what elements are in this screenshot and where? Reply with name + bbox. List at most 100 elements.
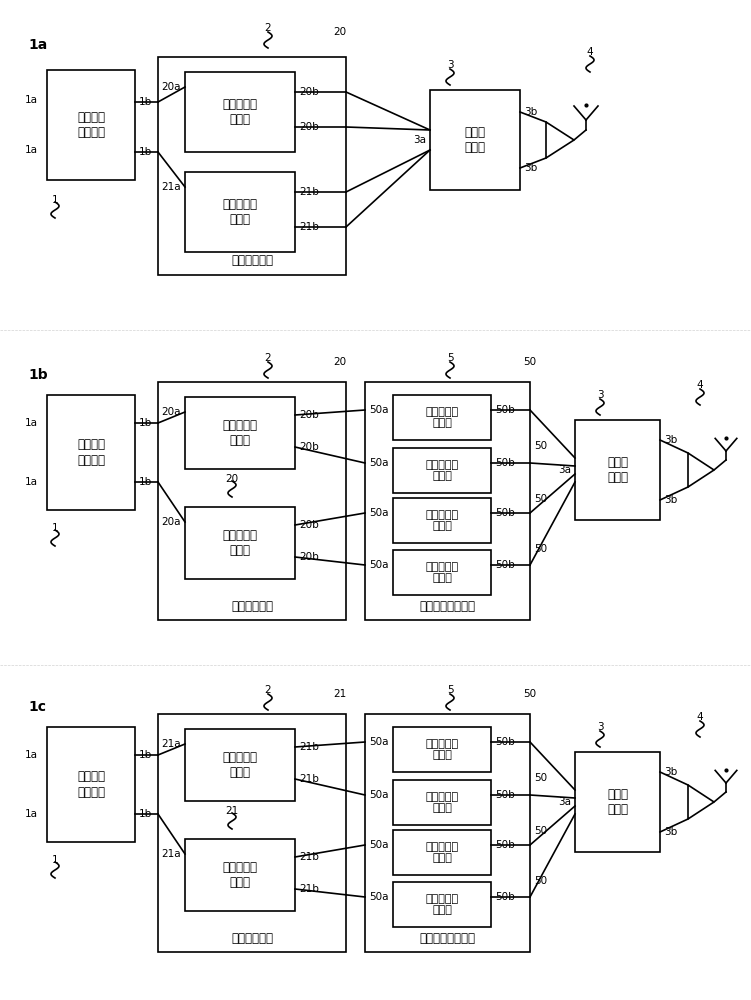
FancyBboxPatch shape: [393, 830, 491, 875]
Text: 通道性能补
偿单元: 通道性能补 偿单元: [425, 792, 459, 813]
FancyBboxPatch shape: [185, 72, 295, 152]
Text: 4: 4: [697, 380, 704, 390]
Text: 1c: 1c: [28, 700, 46, 714]
Text: 3a: 3a: [558, 465, 571, 475]
Text: 20b: 20b: [299, 87, 318, 97]
Text: 1: 1: [52, 855, 59, 865]
Text: 50a: 50a: [369, 737, 389, 747]
FancyBboxPatch shape: [185, 172, 295, 252]
FancyBboxPatch shape: [158, 714, 346, 952]
Text: 50b: 50b: [495, 458, 514, 468]
Text: 50b: 50b: [495, 840, 514, 850]
Text: 3b: 3b: [664, 827, 677, 837]
Text: 通道性能补
偿单元: 通道性能补 偿单元: [425, 460, 459, 481]
Text: 50a: 50a: [369, 790, 389, 800]
FancyBboxPatch shape: [575, 752, 660, 852]
Text: 21: 21: [225, 806, 239, 816]
Text: 50b: 50b: [495, 892, 514, 902]
Text: 第二信号分
离单元: 第二信号分 离单元: [222, 198, 258, 226]
Text: 1b: 1b: [28, 368, 47, 382]
Text: 50b: 50b: [495, 790, 514, 800]
Text: 基带信号
输入模块: 基带信号 输入模块: [77, 770, 105, 798]
FancyBboxPatch shape: [47, 727, 135, 842]
Text: 50a: 50a: [369, 458, 389, 468]
Text: 3b: 3b: [664, 435, 677, 445]
Text: 21a: 21a: [161, 849, 181, 859]
Text: 21a: 21a: [161, 739, 181, 749]
Text: 50: 50: [534, 544, 547, 554]
FancyBboxPatch shape: [393, 498, 491, 543]
Text: 第二信号分
离单元: 第二信号分 离单元: [222, 861, 258, 889]
Text: 3: 3: [447, 60, 454, 70]
Text: 1a: 1a: [25, 750, 38, 760]
Text: 1b: 1b: [139, 809, 152, 819]
FancyBboxPatch shape: [158, 57, 346, 275]
Text: 通道性能补
偿单元: 通道性能补 偿单元: [425, 842, 459, 863]
Text: 50b: 50b: [495, 560, 514, 570]
Text: 3b: 3b: [664, 767, 677, 777]
FancyBboxPatch shape: [365, 382, 530, 620]
Text: 20b: 20b: [299, 520, 318, 530]
Text: 50: 50: [523, 357, 536, 367]
Text: 50: 50: [534, 876, 547, 886]
Text: 通道性能补
偿单元: 通道性能补 偿单元: [425, 894, 459, 915]
Text: 通道性能补
偿单元: 通道性能补 偿单元: [425, 510, 459, 531]
Text: 50: 50: [534, 773, 547, 783]
FancyBboxPatch shape: [185, 839, 295, 911]
Text: 1a: 1a: [25, 809, 38, 819]
Text: 1a: 1a: [25, 145, 38, 155]
Text: 20: 20: [225, 474, 239, 484]
Text: 3b: 3b: [524, 107, 537, 117]
Text: 3a: 3a: [558, 797, 571, 807]
Text: 第二信号分
离单元: 第二信号分 离单元: [222, 751, 258, 779]
Text: 通道性能补
偿单元: 通道性能补 偿单元: [425, 739, 459, 760]
FancyBboxPatch shape: [158, 382, 346, 620]
FancyBboxPatch shape: [393, 550, 491, 595]
Text: 信号分离模块: 信号分离模块: [231, 254, 273, 267]
FancyBboxPatch shape: [393, 395, 491, 440]
Text: 5: 5: [447, 685, 454, 695]
Text: 4: 4: [697, 712, 704, 722]
Text: 1: 1: [52, 523, 59, 533]
FancyBboxPatch shape: [47, 395, 135, 510]
Text: 2: 2: [264, 23, 271, 33]
FancyBboxPatch shape: [185, 729, 295, 801]
Text: 1b: 1b: [139, 97, 152, 107]
Text: 第一信号分
离单元: 第一信号分 离单元: [222, 419, 258, 447]
Text: 1a: 1a: [25, 477, 38, 487]
Text: 3b: 3b: [664, 495, 677, 505]
Text: 50a: 50a: [369, 840, 389, 850]
Text: 21: 21: [333, 689, 347, 699]
Text: 1a: 1a: [28, 38, 47, 52]
FancyBboxPatch shape: [393, 448, 491, 493]
Text: 20b: 20b: [299, 442, 318, 452]
Text: 1a: 1a: [25, 95, 38, 105]
Text: 21a: 21a: [161, 182, 181, 192]
FancyBboxPatch shape: [575, 420, 660, 520]
Text: 第一信号分
离单元: 第一信号分 离单元: [222, 98, 258, 126]
Text: 21b: 21b: [299, 884, 319, 894]
FancyBboxPatch shape: [393, 882, 491, 927]
Text: 20a: 20a: [161, 407, 181, 417]
Text: 信号调
制模块: 信号调 制模块: [465, 126, 485, 154]
Text: 1b: 1b: [139, 147, 152, 157]
Text: 50a: 50a: [369, 560, 389, 570]
FancyBboxPatch shape: [47, 70, 135, 180]
FancyBboxPatch shape: [430, 90, 520, 190]
Text: 50a: 50a: [369, 405, 389, 415]
Text: 50: 50: [534, 441, 547, 451]
Text: 信号调
制模块: 信号调 制模块: [607, 456, 628, 484]
Text: 20b: 20b: [299, 122, 318, 132]
Text: 1: 1: [52, 195, 59, 205]
Text: 3: 3: [597, 722, 603, 732]
Text: 20a: 20a: [161, 517, 181, 527]
Text: 1a: 1a: [25, 418, 38, 428]
Text: 3: 3: [597, 390, 603, 400]
FancyBboxPatch shape: [185, 507, 295, 579]
Text: 3a: 3a: [413, 135, 426, 145]
Text: 50a: 50a: [369, 892, 389, 902]
Text: 基带信号
输入模块: 基带信号 输入模块: [77, 111, 105, 139]
Text: 50: 50: [534, 826, 547, 836]
Text: 信号分离模块: 信号分离模块: [231, 932, 273, 944]
Text: 4: 4: [587, 47, 593, 57]
